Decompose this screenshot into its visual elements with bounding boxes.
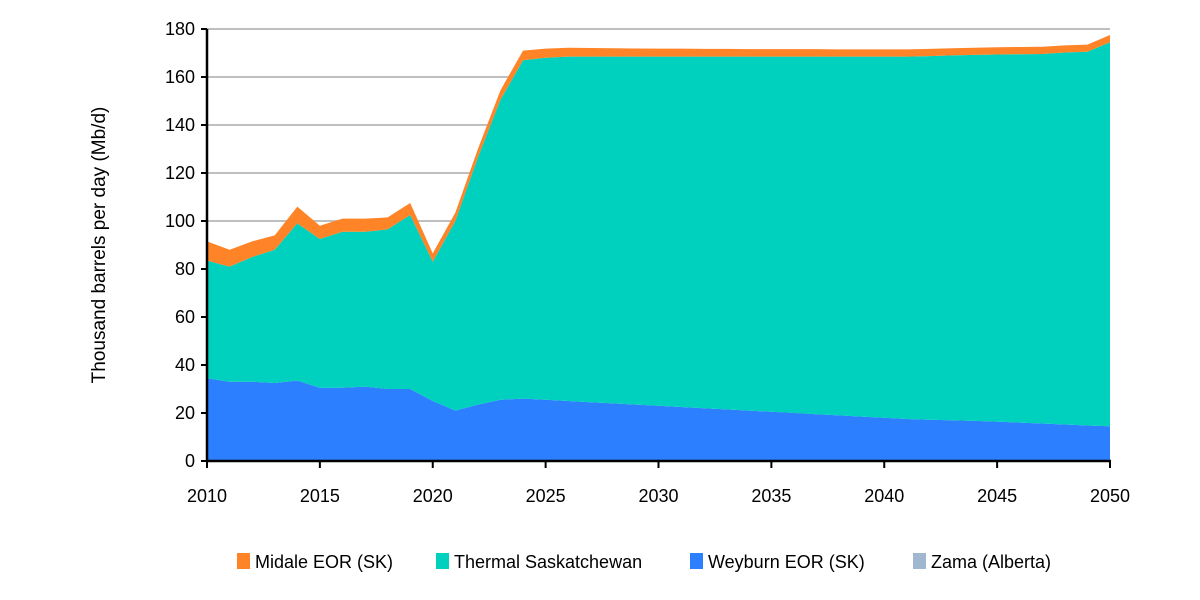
legend-item-midale-eor-sk: Midale EOR (SK) (237, 552, 393, 572)
y-axis-title: Thousand barrels per day (Mb/d) (89, 107, 110, 384)
legend-item-zama-alberta: Zama (Alberta) (913, 552, 1051, 572)
x-tick-label-2040: 2040 (864, 486, 904, 506)
legend-swatch-zama-alberta (913, 553, 926, 569)
y-tick-label-40: 40 (175, 355, 195, 375)
x-tick-label-2035: 2035 (751, 486, 791, 506)
legend-label-thermal-saskatchewan: Thermal Saskatchewan (454, 552, 642, 572)
x-tick-label-2025: 2025 (526, 486, 566, 506)
x-tick-label-2015: 2015 (300, 486, 340, 506)
legend-item-thermal-saskatchewan: Thermal Saskatchewan (436, 552, 642, 572)
legend-label-weyburn-eor-sk: Weyburn EOR (SK) (708, 552, 865, 572)
legend-swatch-thermal-saskatchewan (436, 553, 449, 569)
x-tick-label-2010: 2010 (187, 486, 227, 506)
x-tick-label-2050: 2050 (1090, 486, 1130, 506)
x-axis-ticks: 2010 2015 2020 2025 2030 2035 2040 2045 2050 (187, 461, 1130, 506)
x-tick-label-2020: 2020 (413, 486, 453, 506)
area-series-weyburn-eor-sk (207, 378, 1110, 461)
chart-areas (207, 35, 1110, 461)
y-tick-label-80: 80 (175, 259, 195, 279)
legend-swatch-weyburn-eor-sk (690, 553, 703, 569)
y-tick-label-60: 60 (175, 307, 195, 327)
y-tick-label-140: 140 (165, 115, 195, 135)
y-tick-label-160: 160 (165, 67, 195, 87)
x-tick-label-2045: 2045 (977, 486, 1017, 506)
y-axis-ticks: 0 20 40 60 80 100 120 140 160 180 (165, 19, 207, 471)
chart-legend: Midale EOR (SK) Thermal Saskatchewan Weybu… (237, 552, 1051, 572)
area-series-thermal-saskatchewan (207, 42, 1110, 427)
y-tick-label-20: 20 (175, 403, 195, 423)
y-tick-label-120: 120 (165, 163, 195, 183)
legend-label-midale-eor-sk: Midale EOR (SK) (255, 552, 393, 572)
x-tick-label-2030: 2030 (638, 486, 678, 506)
y-tick-label-180: 180 (165, 19, 195, 39)
y-tick-label-0: 0 (185, 451, 195, 471)
legend-swatch-midale-eor-sk (237, 553, 250, 569)
legend-item-weyburn-eor-sk: Weyburn EOR (SK) (690, 552, 865, 572)
legend-label-zama-alberta: Zama (Alberta) (931, 552, 1051, 572)
y-tick-label-100: 100 (165, 211, 195, 231)
